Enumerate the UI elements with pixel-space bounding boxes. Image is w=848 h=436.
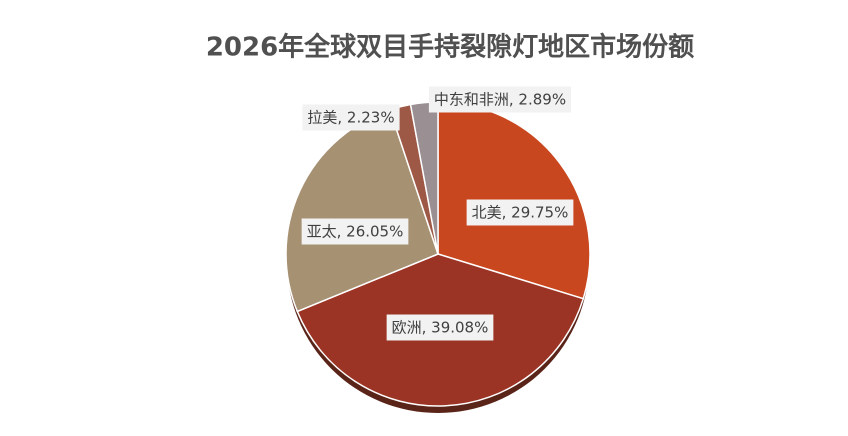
- label-box: [386, 314, 494, 341]
- label-box: [301, 218, 409, 245]
- label-box: [466, 199, 574, 226]
- data-label: 亚太, 26.05%: [307, 223, 404, 241]
- data-label: 北美, 29.75%: [472, 204, 569, 222]
- data-label: 拉美, 2.23%: [307, 109, 394, 127]
- data-label: 中东和非洲, 2.89%: [434, 91, 566, 109]
- label-box: [302, 104, 400, 131]
- label-box: [428, 86, 572, 113]
- data-label: 欧洲, 39.08%: [392, 319, 489, 337]
- chart-title: 2026年全球双目手持裂隙灯地区市场份额: [206, 32, 694, 63]
